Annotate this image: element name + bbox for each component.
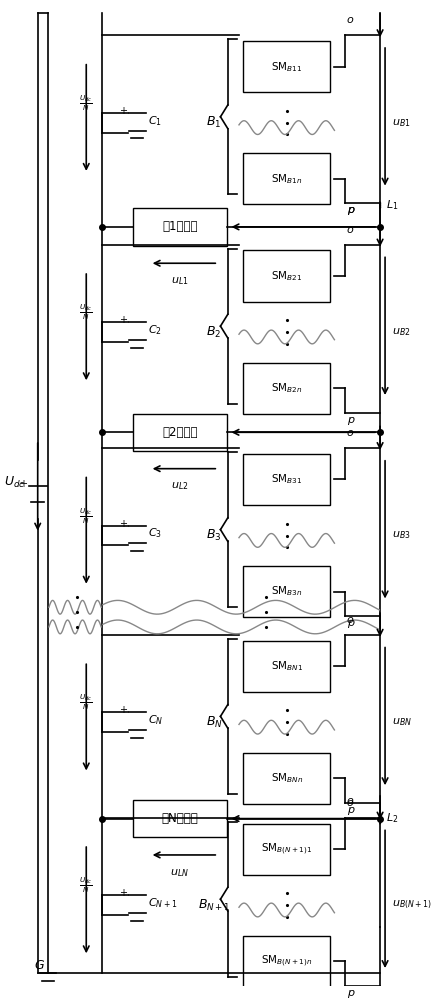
- Bar: [133, 414, 227, 451]
- Text: $\mathrm{SM}_{BN1}$: $\mathrm{SM}_{BN1}$: [271, 659, 303, 673]
- Text: o: o: [347, 15, 354, 25]
- Text: o: o: [347, 615, 354, 625]
- Text: 第N个负载: 第N个负载: [161, 812, 198, 825]
- Text: $B_{N}$: $B_{N}$: [206, 715, 222, 730]
- Text: $C_{2}$: $C_{2}$: [148, 323, 162, 337]
- Text: $u_{B1}$: $u_{B1}$: [392, 117, 410, 129]
- Text: $\frac{U_{dc}}{N}$: $\frac{U_{dc}}{N}$: [80, 876, 93, 895]
- Text: $B_{2}$: $B_{2}$: [206, 325, 222, 340]
- Bar: [243, 824, 330, 875]
- Text: p: p: [347, 988, 354, 998]
- Text: $u_{B(N+1)}$: $u_{B(N+1)}$: [392, 899, 432, 911]
- Text: p: p: [347, 205, 354, 215]
- Text: $\mathrm{SM}_{B2n}$: $\mathrm{SM}_{B2n}$: [271, 381, 302, 395]
- Text: $B_{3}$: $B_{3}$: [206, 528, 222, 543]
- Text: p: p: [347, 205, 354, 215]
- Text: $L_1$: $L_1$: [386, 198, 399, 212]
- Text: o: o: [347, 796, 354, 806]
- Text: $u_{L2}$: $u_{L2}$: [171, 480, 189, 492]
- Text: $\mathrm{SM}_{BNn}$: $\mathrm{SM}_{BNn}$: [271, 771, 303, 785]
- Text: o: o: [347, 225, 354, 235]
- Text: o: o: [347, 428, 354, 438]
- Text: $C_{N}$: $C_{N}$: [148, 713, 163, 727]
- Text: $C_{N+1}$: $C_{N+1}$: [148, 896, 177, 910]
- Text: $\mathrm{SM}_{B1n}$: $\mathrm{SM}_{B1n}$: [271, 172, 302, 186]
- Text: $\mathrm{SM}_{B3n}$: $\mathrm{SM}_{B3n}$: [271, 585, 302, 598]
- Text: 第1个负载: 第1个负载: [162, 220, 198, 233]
- Text: $u_{LN}$: $u_{LN}$: [170, 867, 189, 879]
- Text: $C_{1}$: $C_{1}$: [148, 114, 162, 128]
- Text: $u_{BN}$: $u_{BN}$: [392, 716, 412, 728]
- Bar: [243, 250, 330, 302]
- Text: $u_{B3}$: $u_{B3}$: [392, 530, 410, 541]
- Text: +: +: [119, 888, 127, 898]
- Text: p: p: [347, 415, 354, 425]
- Text: $\mathrm{SM}_{B11}$: $\mathrm{SM}_{B11}$: [271, 60, 302, 74]
- Text: +: +: [119, 315, 127, 325]
- Text: $B_{1}$: $B_{1}$: [206, 115, 222, 130]
- Bar: [243, 454, 330, 505]
- Text: +: +: [119, 106, 127, 116]
- Text: $\mathrm{SM}_{B(N+1)n}$: $\mathrm{SM}_{B(N+1)n}$: [261, 953, 312, 969]
- Text: $\frac{U_{dc}}{N}$: $\frac{U_{dc}}{N}$: [80, 506, 93, 526]
- Bar: [133, 208, 227, 246]
- Bar: [243, 753, 330, 804]
- Bar: [243, 936, 330, 987]
- Text: $C_{3}$: $C_{3}$: [148, 527, 162, 540]
- Text: $u_{B2}$: $u_{B2}$: [392, 326, 410, 338]
- Bar: [133, 800, 227, 837]
- Text: G: G: [34, 959, 44, 972]
- Text: $u_{L1}$: $u_{L1}$: [171, 275, 189, 287]
- Text: $U_{dc}$: $U_{dc}$: [4, 475, 25, 490]
- Text: $\frac{U_{dc}}{N}$: $\frac{U_{dc}}{N}$: [80, 93, 93, 113]
- Bar: [243, 641, 330, 692]
- Text: $B_{N+1}$: $B_{N+1}$: [198, 898, 230, 913]
- Text: 第2个负载: 第2个负载: [162, 426, 198, 439]
- Text: +: +: [119, 705, 127, 715]
- Text: $\mathrm{SM}_{B31}$: $\mathrm{SM}_{B31}$: [271, 473, 302, 486]
- Text: p: p: [347, 805, 354, 815]
- Text: $\frac{U_{dc}}{N}$: $\frac{U_{dc}}{N}$: [80, 303, 93, 322]
- Bar: [243, 363, 330, 414]
- Text: $\mathrm{SM}_{B21}$: $\mathrm{SM}_{B21}$: [271, 269, 302, 283]
- Bar: [243, 566, 330, 617]
- Text: $\mathrm{SM}_{B(N+1)1}$: $\mathrm{SM}_{B(N+1)1}$: [261, 841, 312, 857]
- Text: +: +: [119, 519, 127, 529]
- Text: o: o: [347, 798, 354, 808]
- Text: $L_2$: $L_2$: [386, 811, 399, 825]
- Bar: [243, 153, 330, 204]
- Bar: [243, 41, 330, 92]
- Text: $\frac{U_{dc}}{N}$: $\frac{U_{dc}}{N}$: [80, 693, 93, 712]
- Text: +: +: [19, 479, 27, 489]
- Text: p: p: [347, 618, 354, 628]
